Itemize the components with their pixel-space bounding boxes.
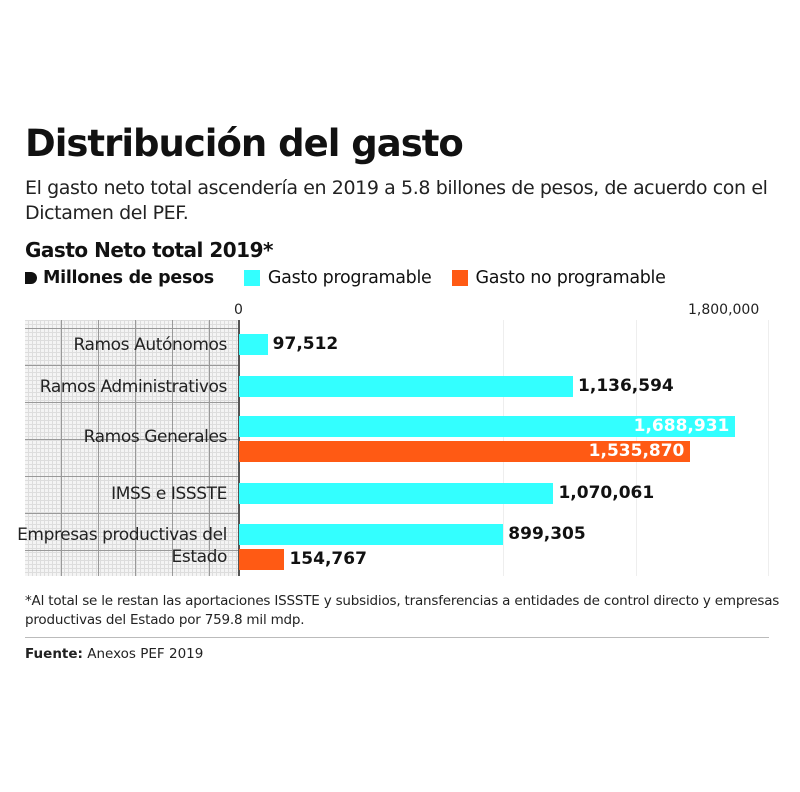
bar-programable bbox=[239, 376, 574, 397]
data-label: 899,305 bbox=[508, 524, 586, 544]
bar-programable bbox=[239, 483, 554, 504]
tick-label-max: 1,800,000 bbox=[688, 302, 760, 318]
grid-background bbox=[25, 320, 238, 576]
category-label: Empresas productivas del Estado bbox=[17, 525, 227, 567]
data-label: 1,070,061 bbox=[558, 483, 655, 503]
legend-swatch-programable bbox=[243, 270, 260, 286]
bar-programable bbox=[239, 334, 268, 355]
units-marker-icon bbox=[25, 272, 37, 284]
category-label: Ramos Generales bbox=[83, 427, 228, 447]
data-label: 1,535,870 bbox=[588, 441, 685, 461]
bar-no-programable bbox=[239, 441, 691, 462]
bar-programable bbox=[239, 524, 504, 545]
legend-label-no-programable: Gasto no programable bbox=[475, 268, 666, 288]
source: Fuente: Anexos PEF 2019 bbox=[25, 646, 203, 662]
category-label: IMSS e ISSSTE bbox=[111, 484, 227, 504]
page-title: Distribución del gasto bbox=[25, 122, 464, 165]
bar-no-programable bbox=[239, 549, 285, 570]
chart-title: Gasto Neto total 2019* bbox=[25, 238, 273, 262]
category-label: Ramos Administrativos bbox=[39, 377, 228, 397]
tick-label-0: 0 bbox=[234, 302, 243, 318]
data-label: 1,688,931 bbox=[633, 416, 730, 436]
source-label: Fuente: bbox=[25, 646, 83, 662]
data-label: 154,767 bbox=[289, 549, 367, 569]
bar-programable bbox=[239, 416, 736, 437]
divider bbox=[25, 637, 769, 638]
footnote: *Al total se le restan las aportaciones … bbox=[25, 593, 780, 628]
gridline bbox=[768, 320, 769, 576]
legend-label-programable: Gasto programable bbox=[267, 268, 432, 288]
subtitle: El gasto neto total ascendería en 2019 a… bbox=[25, 177, 768, 224]
data-label: 1,136,594 bbox=[578, 376, 674, 396]
units-label: Millones de pesos bbox=[43, 268, 214, 288]
data-label: 97,512 bbox=[272, 334, 339, 354]
legend-swatch-no-programable bbox=[451, 270, 468, 286]
source-text: Anexos PEF 2019 bbox=[87, 646, 204, 662]
category-label: Ramos Autónomos bbox=[73, 335, 227, 355]
legend: Millones de pesos Gasto programable Gast… bbox=[25, 268, 666, 288]
